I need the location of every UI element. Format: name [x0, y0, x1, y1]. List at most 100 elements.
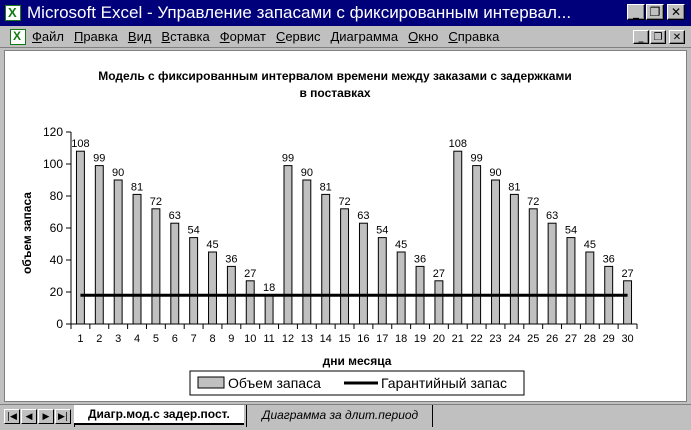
- chart-title-line2: в поставках: [299, 86, 370, 100]
- bar[interactable]: [528, 208, 538, 325]
- x-tick-label: 5: [153, 333, 159, 345]
- bar-data-label: 54: [376, 225, 388, 237]
- bar[interactable]: [113, 179, 123, 325]
- bar[interactable]: [491, 179, 500, 325]
- x-tick-label: 16: [357, 333, 369, 345]
- legend[interactable]: Объем запаса Гарантийный запас: [189, 370, 525, 396]
- bar[interactable]: [283, 165, 293, 325]
- workbook-icon[interactable]: [10, 28, 26, 45]
- bar-data-label: 99: [471, 153, 483, 165]
- menu-chart[interactable]: Диаграмма: [330, 29, 399, 44]
- legend-swatch-bar: [197, 376, 225, 389]
- menu-insert[interactable]: Вставка: [161, 29, 210, 44]
- bar-data-label: 81: [508, 181, 520, 193]
- bar-data-label: 36: [414, 253, 426, 265]
- bar[interactable]: [170, 222, 180, 325]
- x-tick-label: 19: [414, 333, 426, 345]
- x-axis-label: дни месяца: [323, 354, 392, 368]
- x-tick-label: 3: [115, 333, 121, 345]
- x-tick-label: 20: [433, 333, 445, 345]
- close-button[interactable]: ✕: [667, 4, 685, 20]
- menu-view[interactable]: Вид: [127, 29, 152, 44]
- bar-data-label: 63: [169, 210, 181, 222]
- x-tick-label: 9: [228, 333, 234, 345]
- prev-sheet-button[interactable]: ◀: [21, 409, 37, 424]
- tab-divider: [246, 405, 247, 427]
- menu-format[interactable]: Формат: [219, 29, 266, 44]
- x-tick-label: 15: [338, 333, 350, 345]
- doc-restore-button[interactable]: ❐: [650, 30, 666, 44]
- sheet-tabs-bar: |◀ ◀ ▶ ▶| Диагр.мод.с задер.пост. Диагра…: [0, 404, 691, 430]
- x-tick-label: 28: [584, 333, 596, 345]
- bar[interactable]: [132, 193, 142, 325]
- bar-data-label: 45: [206, 239, 218, 251]
- y-axis: 0 20 40 60 80 100 120: [43, 125, 72, 331]
- bar[interactable]: [151, 208, 161, 325]
- last-sheet-button[interactable]: ▶|: [55, 409, 71, 424]
- bar-data-label: 108: [449, 138, 467, 150]
- bar-data-label: 99: [93, 153, 105, 165]
- menu-help[interactable]: Справка: [448, 29, 500, 44]
- bar[interactable]: [75, 150, 85, 325]
- bar[interactable]: [396, 251, 406, 325]
- menu-file[interactable]: Файл: [32, 29, 64, 44]
- bar[interactable]: [509, 193, 519, 325]
- menu-tools[interactable]: Сервис: [275, 29, 321, 44]
- bar[interactable]: [453, 150, 463, 325]
- tab-divider: [432, 405, 433, 427]
- doc-close-button[interactable]: ✕: [669, 30, 685, 44]
- window-title: Microsoft Excel - Управление запасами с …: [27, 3, 572, 22]
- bar-data-labels: 108 99 90 81 72 63 54 45 36 27 18 99 90 81 72 63 54 45 36 2…: [71, 138, 633, 294]
- bar[interactable]: [585, 251, 595, 325]
- first-sheet-button[interactable]: |◀: [4, 409, 20, 424]
- next-sheet-button[interactable]: ▶: [38, 409, 54, 424]
- bar-data-label: 99: [282, 153, 294, 165]
- bar-data-label: 45: [395, 239, 407, 251]
- bar-data-label: 90: [489, 167, 501, 179]
- x-tick-label: 12: [282, 333, 294, 345]
- bar-data-label: 54: [565, 225, 577, 237]
- bar-data-label: 63: [357, 210, 369, 222]
- bar[interactable]: [94, 165, 104, 325]
- bar[interactable]: [208, 251, 217, 325]
- x-tick-label: 4: [134, 333, 140, 345]
- x-tick-label: 8: [209, 333, 215, 345]
- bar[interactable]: [302, 179, 312, 325]
- bar-data-label: 63: [546, 210, 558, 222]
- bar[interactable]: [472, 165, 482, 325]
- x-tick-label: 2: [96, 333, 102, 345]
- x-axis: 1 2 3 4 5 6 7 8 9 10 11 12 13 14 15 16 17 18 19 20 21 22 23 24 2…: [70, 323, 638, 345]
- chart-svg: Модель с фиксированным интервалом времен…: [20, 69, 638, 396]
- bar[interactable]: [623, 280, 633, 325]
- bar[interactable]: [189, 237, 199, 325]
- y-tick-label: 20: [50, 285, 64, 299]
- tab-sheet-long-period[interactable]: Диаграмма за длит.период: [262, 408, 419, 422]
- x-tick-label: 10: [244, 333, 256, 345]
- bar-data-label: 72: [527, 196, 539, 208]
- bar-data-label: 36: [603, 253, 615, 265]
- x-tick-label: 25: [527, 333, 539, 345]
- bar[interactable]: [245, 280, 255, 325]
- doc-minimize-button[interactable]: _: [633, 30, 649, 44]
- bar[interactable]: [547, 222, 557, 325]
- minimize-button[interactable]: _: [627, 4, 645, 20]
- bar[interactable]: [264, 294, 274, 325]
- menu-window[interactable]: Окно: [408, 29, 439, 44]
- bar[interactable]: [340, 208, 350, 325]
- x-tick-label: 30: [621, 333, 633, 345]
- restore-button[interactable]: ❐: [646, 4, 664, 20]
- bar-data-label: 108: [71, 138, 89, 150]
- bar[interactable]: [358, 222, 368, 325]
- x-tick-label: 29: [603, 333, 615, 345]
- bar[interactable]: [434, 280, 444, 325]
- menu-bar: Файл Правка Вид Вставка Формат Сервис Ди…: [0, 26, 691, 48]
- chart-area[interactable]: Модель с фиксированным интервалом времен…: [4, 50, 687, 402]
- legend-entry-bar: Объем запаса: [228, 375, 321, 391]
- bar[interactable]: [566, 237, 576, 325]
- tab-sheet-delay-model[interactable]: Диагр.мод.с задер.пост.: [74, 405, 244, 425]
- bar-data-label: 36: [225, 253, 237, 265]
- menu-edit[interactable]: Правка: [73, 29, 118, 44]
- excel-app-icon[interactable]: [5, 5, 21, 21]
- bar[interactable]: [377, 237, 387, 325]
- bar[interactable]: [321, 193, 331, 325]
